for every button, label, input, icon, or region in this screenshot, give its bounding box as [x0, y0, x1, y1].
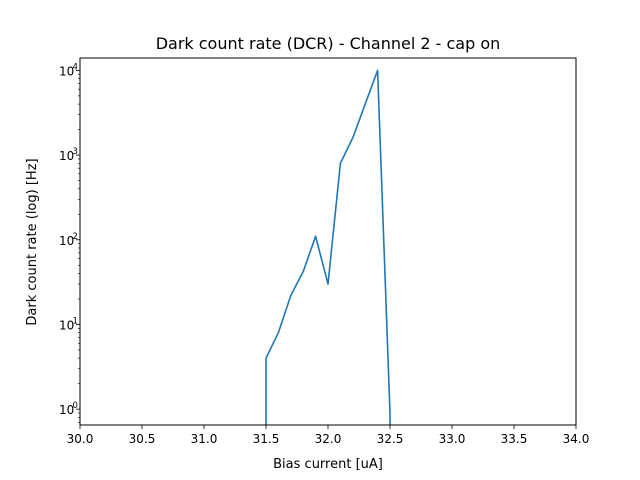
- y-tick-exponent: 0: [73, 401, 78, 411]
- plot-frame: [79, 57, 577, 426]
- x-tick-label: 31.5: [253, 432, 280, 446]
- x-tick-label: 32.5: [377, 432, 404, 446]
- x-axis-label: Bias current [uA]: [273, 457, 383, 472]
- x-tick-label: 33.0: [439, 432, 466, 446]
- series-layer: [265, 69, 391, 425]
- x-axis-ticks: 30.0 30.5 31.0 31.5 32.0 32.5 33.0 33.5 34.0: [67, 425, 590, 446]
- y-tick-exponent: 4: [73, 62, 78, 72]
- y-tick-exponent: 1: [73, 316, 78, 326]
- y-tick-label: 10: [59, 149, 74, 163]
- x-tick-label: 33.5: [501, 432, 528, 446]
- y-tick-label: 10: [59, 64, 74, 78]
- y-tick-label: 10: [59, 318, 74, 332]
- series-line: [265, 69, 391, 425]
- y-tick-exponent: 2: [73, 232, 78, 242]
- x-tick-label: 34.0: [563, 432, 590, 446]
- x-tick-label: 30.5: [129, 432, 156, 446]
- y-tick-label: 10: [59, 234, 74, 248]
- y-axis-label: Dark count rate (log) [Hz]: [25, 158, 40, 325]
- x-tick-label: 30.0: [67, 432, 94, 446]
- x-tick-label: 32.0: [315, 432, 342, 446]
- chart-title: Dark count rate (DCR) - Channel 2 - cap …: [156, 34, 501, 53]
- x-tick-label: 31.0: [191, 432, 218, 446]
- y-tick-exponent: 3: [73, 147, 78, 157]
- y-tick-label: 10: [59, 403, 74, 417]
